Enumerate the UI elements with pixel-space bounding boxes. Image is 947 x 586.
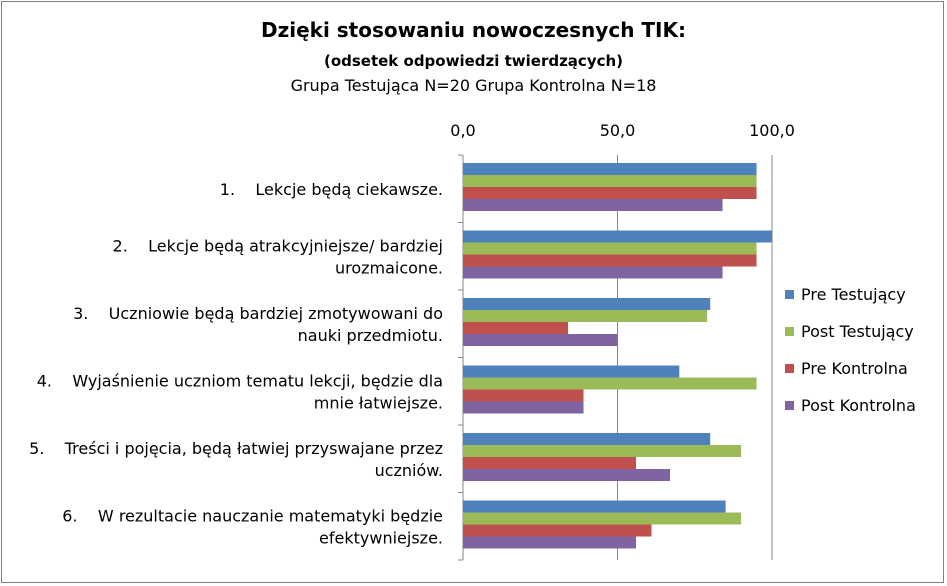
bar — [463, 175, 757, 187]
legend-item: Pre Kontrolna — [785, 350, 916, 387]
bar — [463, 469, 671, 481]
bar — [463, 199, 723, 211]
category-label: uczniów. — [375, 461, 443, 480]
legend-item: Post Kontrolna — [785, 387, 916, 424]
bar — [463, 322, 569, 334]
legend-item: Pre Testujący — [785, 276, 916, 313]
category-label: 2. Lekcje będą atrakcyjniejsze/ bardziej — [113, 236, 443, 255]
bar — [463, 512, 742, 525]
bar — [463, 536, 637, 549]
legend-swatch — [785, 327, 794, 336]
bar — [463, 310, 708, 322]
legend-label: Pre Kontrolna — [801, 359, 908, 378]
bar — [463, 524, 652, 537]
chart-subtitle-groups: Grupa Testująca N=20 Grupa Kontrolna N=1… — [290, 76, 657, 95]
legend-label: Post Testujący — [801, 322, 914, 341]
category-label: efektywniejsze. — [319, 528, 443, 547]
x-tick-label: 100,0 — [749, 121, 795, 140]
legend-label: Pre Testujący — [801, 285, 906, 304]
bar — [463, 445, 742, 457]
category-label: nauki przedmiotu. — [298, 326, 443, 345]
legend-item: Post Testujący — [785, 313, 916, 350]
category-label: 5. Treści i pojęcia, będą łatwiej przysw… — [29, 439, 443, 458]
bar — [463, 377, 757, 390]
x-tick-label: 0,0 — [450, 121, 475, 140]
category-label: 4. Wyjaśnienie uczniom tematu lekcji, bę… — [37, 371, 443, 390]
legend-swatch — [785, 290, 794, 299]
category-label: urozmaicone. — [335, 258, 443, 277]
category-label: 3. Uczniowie będą bardziej zmotywowani d… — [73, 304, 443, 323]
bar — [463, 334, 618, 346]
category-label: 1. Lekcje będą ciekawsze. — [220, 180, 443, 199]
bar — [463, 389, 584, 402]
bar — [463, 242, 757, 255]
bar — [463, 230, 772, 243]
legend-swatch — [785, 401, 794, 410]
bar — [463, 401, 584, 414]
bar — [463, 254, 757, 267]
legend: Pre Testujący Post Testujący Pre Kontrolna… — [785, 276, 916, 424]
bar — [463, 457, 637, 469]
legend-label: Post Kontrolna — [801, 396, 916, 415]
bar — [463, 365, 680, 378]
bar — [463, 298, 711, 310]
bar — [463, 187, 757, 199]
legend-swatch — [785, 364, 794, 373]
bar — [463, 500, 726, 513]
bar — [463, 163, 757, 175]
chart-subtitle: (odsetek odpowiedzi twierdzących) — [323, 52, 624, 70]
bar — [463, 266, 723, 279]
bar — [463, 433, 711, 445]
category-label: mnie łatwiejsze. — [314, 393, 443, 412]
category-label: 6. W rezultacie nauczanie matematyki będ… — [62, 506, 443, 525]
chart-title: Dzięki stosowaniu nowoczesnych TIK: — [261, 18, 686, 42]
x-tick-label: 50,0 — [600, 121, 636, 140]
